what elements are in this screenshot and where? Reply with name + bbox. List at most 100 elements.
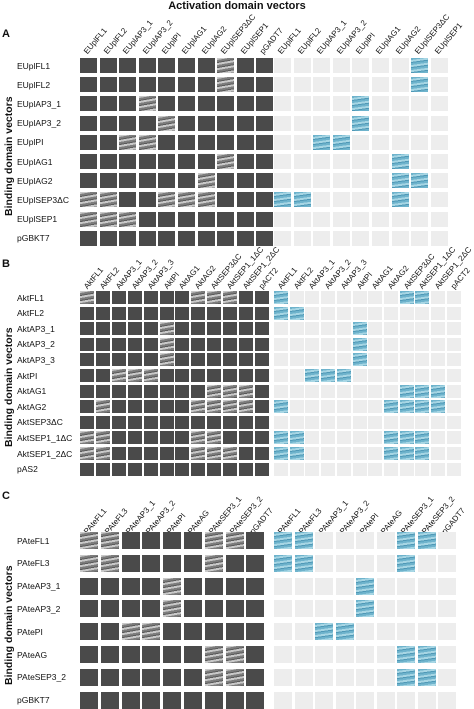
growth-spot	[111, 447, 126, 460]
xgal-spot	[431, 462, 445, 476]
growth-spot	[225, 577, 244, 595]
growth-spot	[138, 154, 156, 169]
growth-spot	[163, 600, 182, 618]
xgal-spot	[305, 353, 320, 367]
xgal-spot	[397, 623, 415, 641]
xgal-spot	[372, 192, 389, 208]
xgal-spot	[415, 306, 430, 320]
xgal-spot	[305, 306, 320, 320]
growth-spot	[184, 668, 202, 686]
xgal-spot	[383, 337, 398, 351]
xgal-spot	[431, 306, 445, 320]
xgal-spot	[399, 322, 414, 336]
row-label: AktSEP3ΔC	[17, 417, 63, 428]
growth-spot	[95, 291, 110, 304]
xgal-spot	[274, 115, 291, 131]
xgal-spot	[274, 322, 288, 336]
row-label: EUplPI	[17, 137, 44, 148]
growth-spot	[239, 291, 253, 304]
row-label: EUplFL1	[17, 60, 51, 71]
xgal-spot	[391, 154, 409, 169]
xgal-spot	[332, 96, 350, 112]
growth-spot	[254, 306, 269, 320]
growth-spot	[99, 192, 117, 208]
xgal-spot	[294, 691, 313, 709]
xgal-spot	[376, 554, 395, 572]
xgal-spot	[368, 291, 383, 304]
growth-spot	[127, 369, 142, 382]
growth-spot	[80, 532, 98, 549]
growth-spot	[121, 532, 140, 549]
growth-spot	[191, 291, 206, 304]
xgal-spot	[368, 400, 383, 414]
xgal-spot	[332, 192, 350, 208]
growth-spot	[159, 384, 174, 398]
xgal-spot	[383, 306, 398, 320]
growth-spot	[207, 415, 222, 429]
growth-spot	[256, 134, 274, 150]
xgal-spot	[397, 668, 415, 686]
growth-spot	[138, 192, 156, 208]
xgal-spot	[352, 337, 367, 351]
xgal-spot	[305, 415, 320, 429]
xgal-spot	[305, 384, 320, 398]
growth-spot	[99, 77, 117, 93]
xgal-spot	[415, 369, 430, 382]
growth-spot	[99, 96, 117, 112]
growth-spot	[217, 230, 235, 246]
xgal-spot	[274, 447, 288, 460]
growth-spot	[121, 577, 140, 595]
growth-spot	[163, 577, 182, 595]
growth-spot	[80, 623, 98, 641]
growth-spot	[119, 77, 137, 93]
xgal-spot	[391, 96, 409, 112]
row-label: AktFL1	[17, 292, 44, 303]
xgal-spot	[356, 532, 374, 549]
xgal-spot	[293, 77, 311, 93]
growth-spot	[197, 211, 215, 227]
xgal-spot	[391, 134, 409, 150]
binding-domain-label: Binding domain vectors	[3, 326, 15, 447]
xgal-spot	[431, 353, 445, 367]
growth-spot	[197, 77, 215, 93]
growth-spot	[191, 384, 206, 398]
xgal-spot	[321, 384, 336, 398]
growth-spot	[204, 554, 223, 572]
xgal-spot	[397, 646, 415, 663]
row-label: PAteFL1	[17, 535, 50, 546]
xgal-spot	[376, 623, 395, 641]
growth-spot	[119, 192, 137, 208]
xgal-spot	[321, 462, 336, 476]
xgal-spot	[289, 306, 304, 320]
xgal-spot	[352, 58, 370, 73]
row-label: AktSEP1_1ΔC	[17, 432, 73, 443]
xgal-spot	[294, 554, 313, 572]
xgal-spot	[391, 58, 409, 73]
growth-spot	[225, 691, 244, 709]
xgal-spot	[315, 577, 333, 595]
xgal-spot	[294, 600, 313, 618]
xgal-spot	[293, 230, 311, 246]
xgal-spot	[352, 415, 367, 429]
xgal-spot	[372, 115, 389, 131]
xgal-spot	[368, 353, 383, 367]
xgal-spot	[352, 369, 367, 382]
growth-spot	[178, 154, 195, 169]
growth-spot	[246, 623, 265, 641]
xgal-spot	[383, 462, 398, 476]
panel-label: A	[2, 28, 10, 40]
growth-spot	[178, 77, 195, 93]
xgal-spot	[399, 337, 414, 351]
growth-spot	[99, 211, 117, 227]
growth-spot	[197, 230, 215, 246]
xgal-spot	[305, 291, 320, 304]
growth-spot	[175, 400, 190, 414]
xgal-spot	[336, 447, 351, 460]
xgal-spot	[383, 447, 398, 460]
xgal-spot	[313, 230, 331, 246]
growth-spot	[143, 462, 158, 476]
xgal-spot	[274, 691, 292, 709]
xgal-spot	[274, 77, 291, 93]
xgal-spot	[352, 291, 367, 304]
growth-spot	[80, 192, 97, 208]
